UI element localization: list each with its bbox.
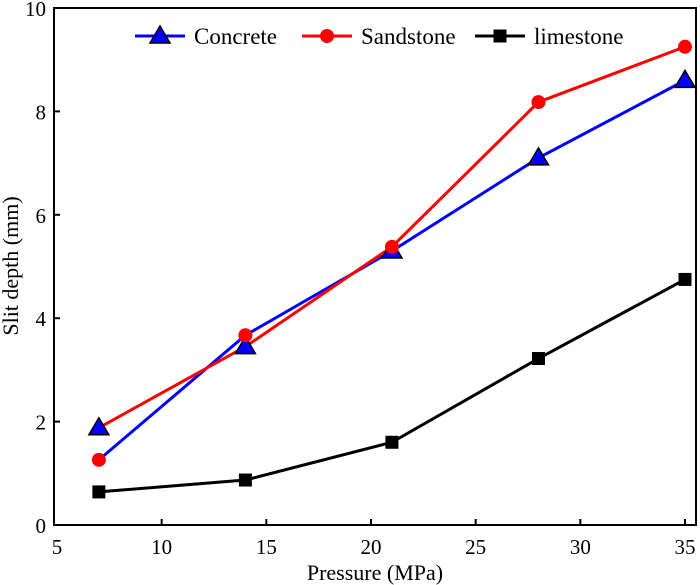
limestone-point xyxy=(92,485,106,499)
concrete-line xyxy=(97,79,686,462)
sandstone-point xyxy=(384,239,399,254)
x-axis-label: Pressure (MPa) xyxy=(307,560,443,585)
sandstone-point xyxy=(91,452,106,467)
sandstone-point xyxy=(531,95,546,110)
y-tick-label: 6 xyxy=(36,204,47,228)
limestone-point xyxy=(531,352,545,366)
limestone-point xyxy=(238,473,252,487)
sandstone-point xyxy=(238,328,253,343)
legend-concrete-label: Concrete xyxy=(194,24,277,49)
sandstone-point xyxy=(678,39,692,54)
x-tick-label: 25 xyxy=(465,535,486,559)
legend-limestone-label: limestone xyxy=(534,24,623,49)
x-tick-label: 15 xyxy=(256,535,277,559)
concrete-point xyxy=(234,335,257,355)
concrete-point xyxy=(87,416,111,436)
concrete-point xyxy=(527,146,550,166)
limestone-point xyxy=(678,272,692,286)
legend-limestone-marker xyxy=(493,29,507,43)
limestone-point xyxy=(385,435,399,449)
legend-sandstone-label: Sandstone xyxy=(361,24,456,49)
x-axis-ticks: 5 10 15 20 25 30 35 xyxy=(52,519,696,559)
y-tick-label: 0 xyxy=(36,514,47,538)
x-tick-label: 10 xyxy=(151,535,172,559)
series-markers xyxy=(87,39,697,499)
x-tick-label: 35 xyxy=(675,535,696,559)
y-tick-label: 4 xyxy=(36,307,47,331)
plot-frame xyxy=(53,7,697,526)
y-tick-label: 8 xyxy=(36,100,47,124)
x-tick-label: 5 xyxy=(52,535,63,559)
x-tick-label: 30 xyxy=(570,535,591,559)
y-axis-ticks: 0 2 4 6 8 10 xyxy=(25,0,60,538)
x-tick-label: 20 xyxy=(361,535,382,559)
concrete-point xyxy=(673,68,697,89)
y-tick-label: 10 xyxy=(25,0,46,21)
legend-concrete-marker xyxy=(148,24,172,44)
y-tick-label: 2 xyxy=(36,411,47,435)
legend: Concrete Sandstone limestone xyxy=(135,24,623,49)
series-lines xyxy=(97,45,686,494)
sandstone-line xyxy=(98,45,686,430)
legend-sandstone-marker xyxy=(320,29,334,43)
y-axis-label: Slit depth (mm) xyxy=(0,196,23,335)
